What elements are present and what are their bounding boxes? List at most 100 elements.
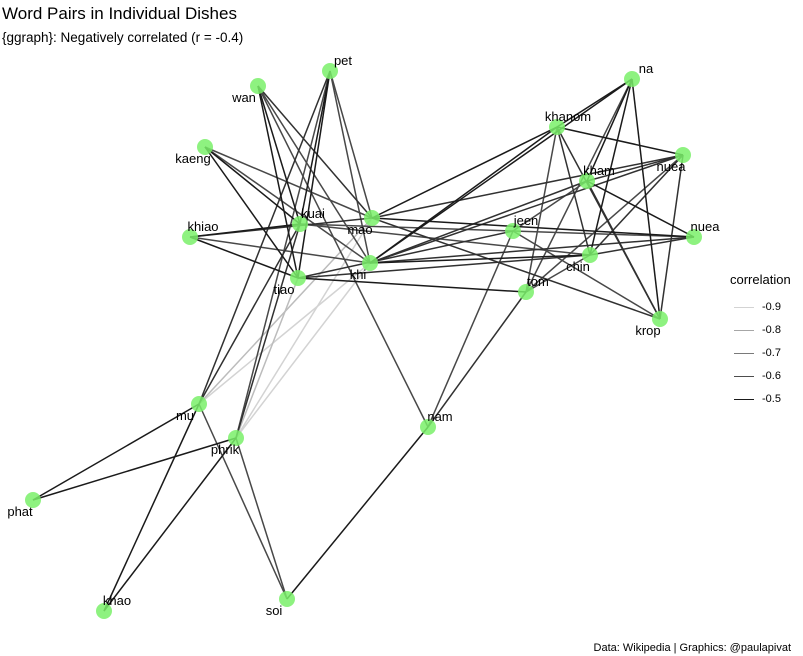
legend-line (734, 375, 754, 377)
node-label-kaeng: kaeng (175, 151, 210, 166)
edge-nam-soi (286, 426, 429, 600)
legend-swatch (734, 346, 754, 360)
node-label-wan: wan (231, 90, 256, 105)
node-label-khanom: khanom (545, 109, 591, 124)
node-layer (25, 63, 702, 619)
edge-khanom-tom (525, 126, 558, 293)
legend-item: -0.6 (730, 364, 791, 387)
legend-rows: -0.9 -0.8 -0.7 -0.6 -0.5 (730, 295, 791, 410)
node-label-phrik: phrik (211, 442, 240, 457)
node-label-khi: khi (350, 267, 367, 282)
caption: Data: Wikipedia | Graphics: @paulapivat (593, 642, 791, 654)
node-label-tiao: tiao (274, 282, 295, 297)
network-graph: pet wan kaeng khiao kuai mao khi tiao jeen khanom… (7, 53, 720, 619)
node-tom (518, 284, 534, 300)
legend-item: -0.9 (730, 295, 791, 318)
node-label-kham: kham (583, 163, 615, 178)
node-label-khao: khao (103, 593, 131, 608)
edge-phrik-phat (32, 437, 237, 501)
node-label-mu: mu (176, 408, 194, 423)
node-kaeng (197, 139, 213, 155)
legend-item: -0.5 (730, 387, 791, 410)
edge-jeen-krop (512, 230, 661, 320)
node-label-jeen: jeen (513, 213, 539, 228)
node-krop (652, 311, 668, 327)
edge-pet-tiao (297, 70, 331, 279)
legend-label: -0.6 (762, 369, 781, 382)
edge-kuai-jeen (299, 223, 514, 232)
legend-label: -0.7 (762, 346, 781, 359)
legend-line (734, 398, 754, 400)
edge-mao-nuea (371, 217, 695, 238)
node-label-chin: chin (566, 259, 590, 274)
edge-layer (32, 70, 695, 612)
edge-wan-nam (257, 85, 429, 428)
legend-label: -0.9 (762, 300, 781, 313)
node-label-mao: mao (347, 222, 372, 237)
edge-kham-jeen (512, 180, 588, 232)
edge-khanom-nuea_top (556, 126, 684, 156)
node-soi (279, 591, 295, 607)
label-layer: pet wan kaeng khiao kuai mao khi tiao jeen khanom… (7, 53, 720, 618)
node-nuea_top (675, 147, 691, 163)
node-khao (96, 603, 112, 619)
legend-label: -0.5 (762, 392, 781, 405)
edge-nuea_top-chin (589, 154, 684, 256)
edge-kuai-phrik (235, 223, 301, 439)
edge-kham-nuea_top (586, 154, 684, 182)
legend-label: -0.8 (762, 323, 781, 336)
node-nuea (686, 229, 702, 245)
node-mao (364, 210, 380, 226)
edge-mu-khao (103, 403, 200, 612)
edge-khi-nuea (369, 236, 695, 264)
edge-phrik-khao (103, 437, 237, 612)
edge-khi-nuea_top (369, 154, 684, 264)
chart-subtitle: {ggraph}: Negatively correlated (r = -0.… (2, 30, 244, 45)
chart-title: Word Pairs in Individual Dishes (2, 4, 237, 23)
edge-mu-phat (32, 403, 200, 501)
edge-tiao-jeen (297, 230, 514, 279)
node-label-tom: tom (527, 274, 549, 289)
edge-khi-chin (369, 254, 591, 264)
edge-wan-mao (257, 85, 373, 219)
edge-tiao-phrik (235, 277, 299, 439)
node-khi (362, 255, 378, 271)
edge-khiao-kuai (189, 223, 301, 238)
edge-na-chin (589, 78, 633, 256)
node-khiao (182, 229, 198, 245)
edge-jeen-nuea (512, 230, 695, 238)
edge-na-krop (631, 78, 661, 320)
edge-mao-khanom (371, 126, 558, 219)
edge-khanom-chin (556, 126, 591, 256)
legend-swatch (734, 323, 754, 337)
legend-title: correlation (730, 272, 791, 287)
node-label-phat: phat (7, 504, 33, 519)
edge-tiao-tom (297, 277, 527, 293)
node-kuai (292, 216, 308, 232)
edge-pet-kuai (299, 70, 331, 225)
edge-chin-nuea (589, 236, 695, 256)
edge-na-khanom (556, 78, 633, 128)
edge-khi-na (369, 78, 633, 264)
legend-line (734, 306, 754, 308)
correlation-legend: correlation -0.9 -0.8 -0.7 -0.6 -0.5 (730, 272, 791, 410)
edge-khi-kham (369, 180, 588, 264)
node-nam (420, 419, 436, 435)
legend-item: -0.8 (730, 318, 791, 341)
edge-wan-kuai (257, 85, 301, 225)
node-khanom (549, 119, 565, 135)
edge-tom-nam (427, 291, 527, 428)
edge-mao-nuea_top (371, 154, 684, 219)
node-label-nuea: nuea (691, 219, 720, 234)
edge-chin-tom (525, 254, 591, 293)
legend-swatch (734, 300, 754, 314)
node-wan (250, 78, 266, 94)
edge-tiao-chin (297, 254, 591, 279)
edge-kaeng-kuai (204, 146, 301, 225)
node-label-na: na (639, 61, 654, 76)
node-label-nam: nam (427, 409, 452, 424)
node-pet (322, 63, 338, 79)
legend-swatch (734, 392, 754, 406)
edge-khiao-tiao (189, 236, 299, 279)
edge-mao-phrik (235, 217, 373, 439)
